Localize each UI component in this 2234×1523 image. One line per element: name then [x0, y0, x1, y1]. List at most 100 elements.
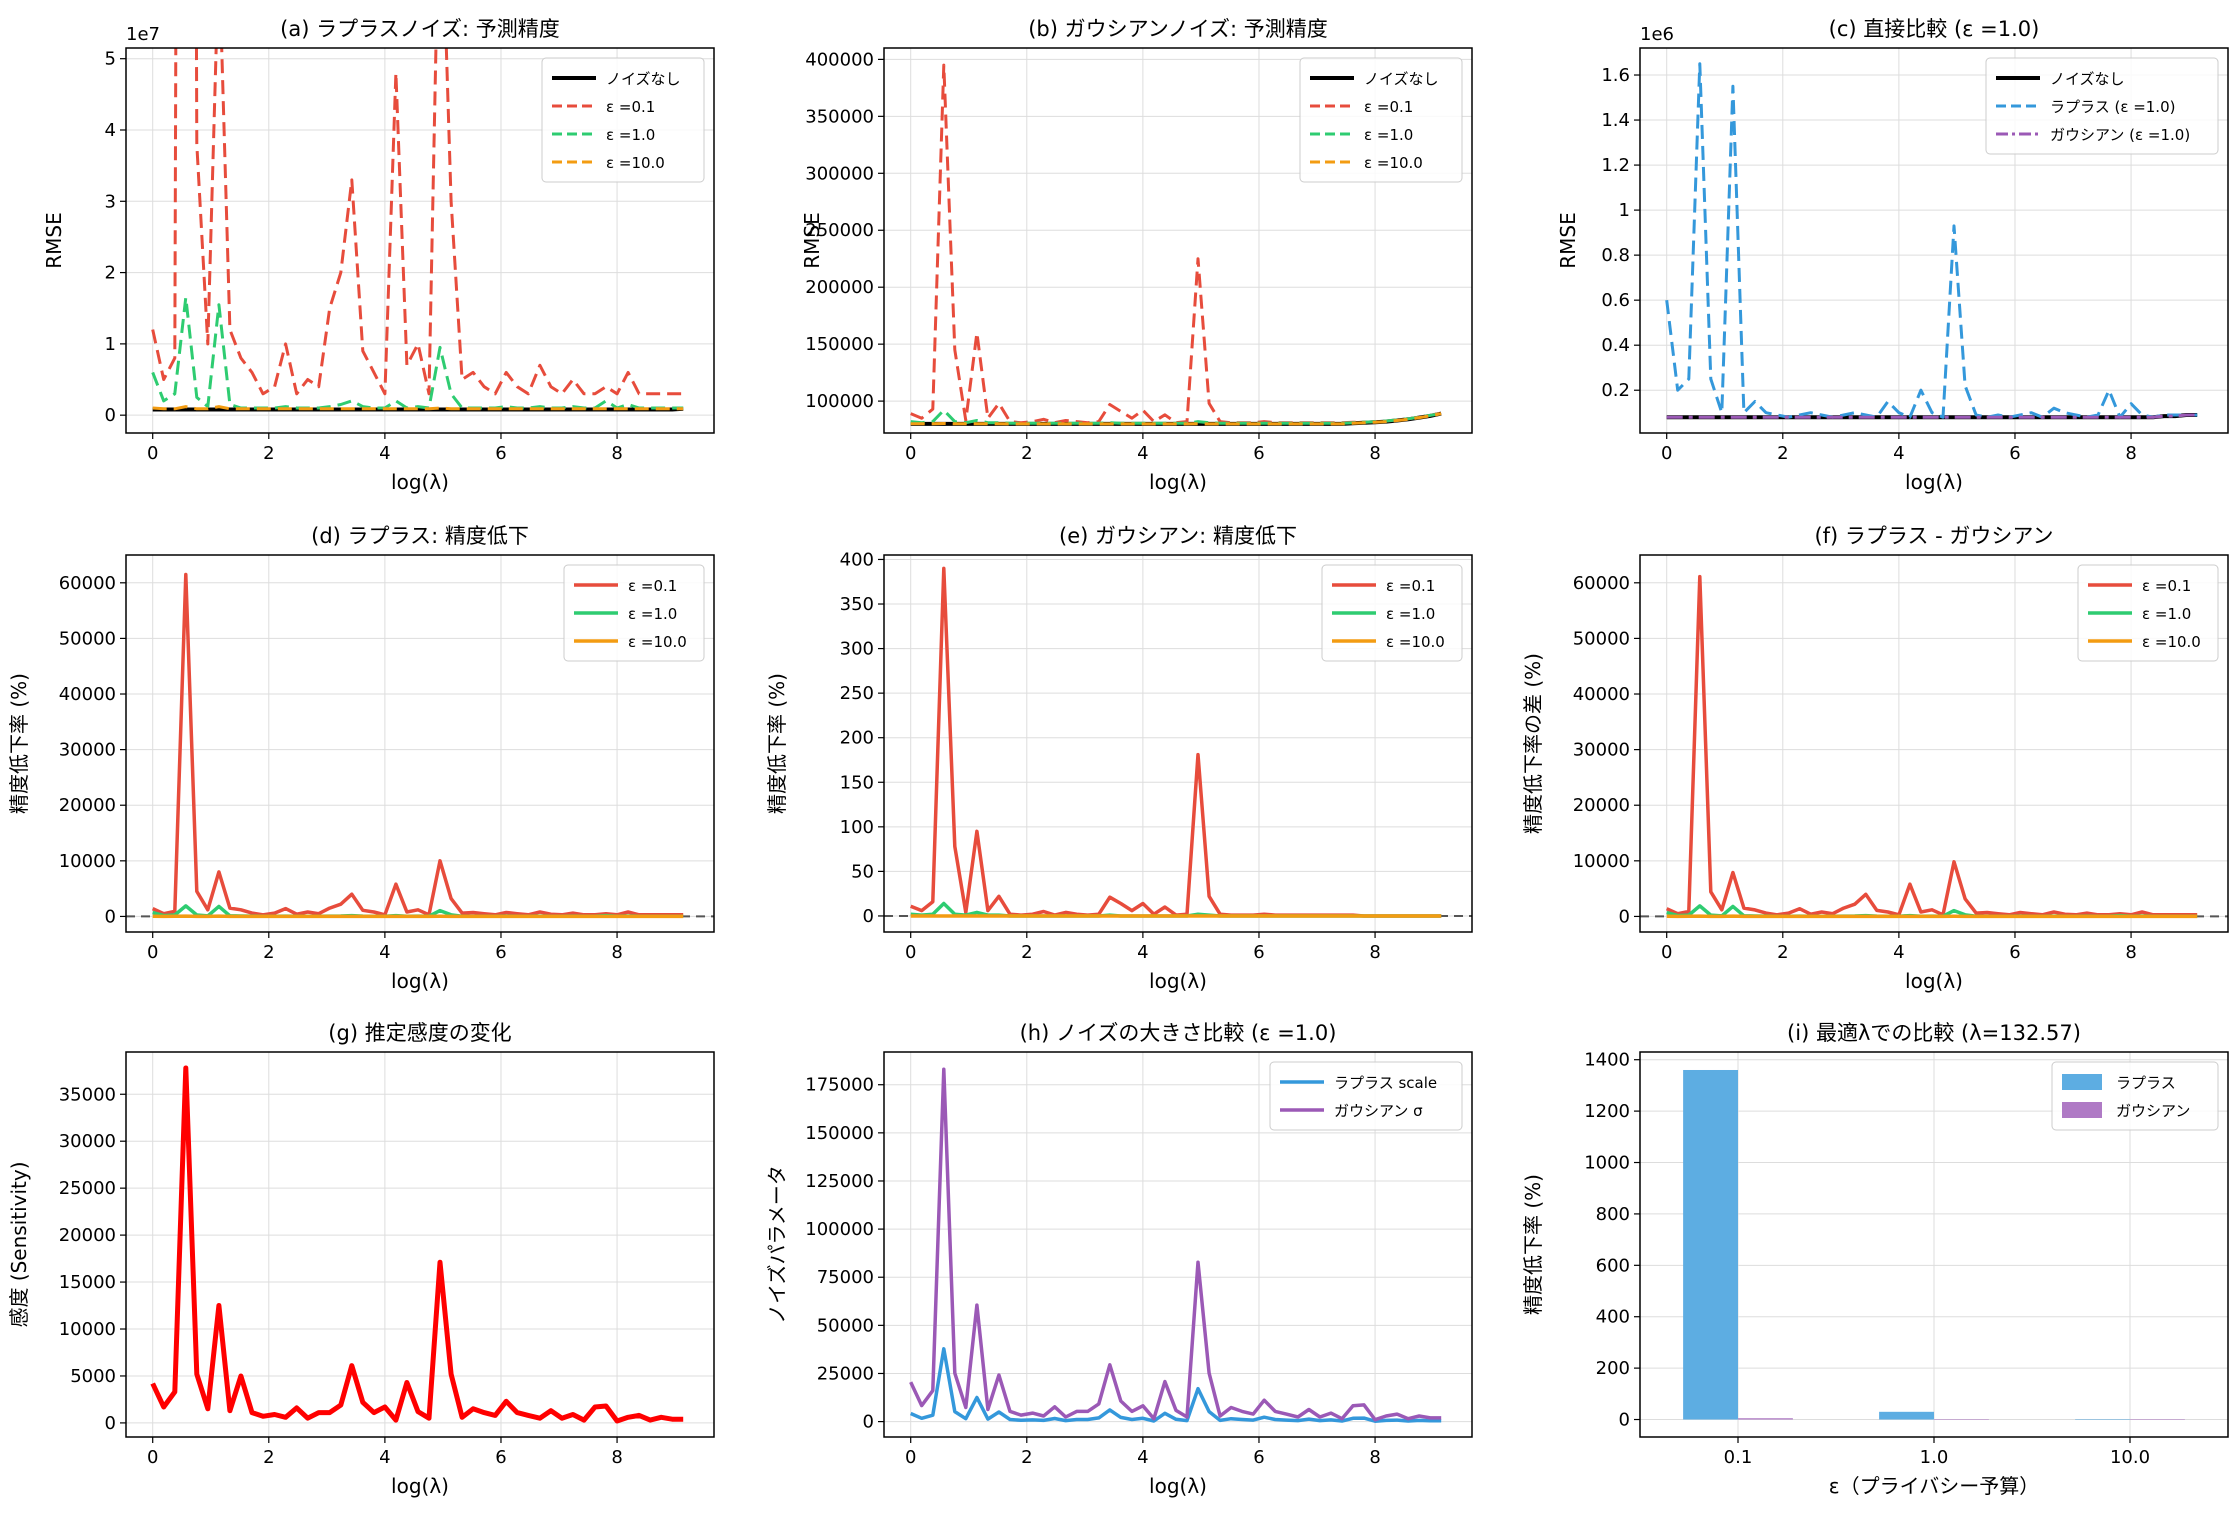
- x-tick-label: 2: [263, 1447, 274, 1468]
- y-tick-label: 200000: [805, 277, 874, 298]
- legend-label: ノイズなし: [606, 70, 681, 88]
- y-tick-label: 15000: [59, 1272, 116, 1293]
- legend-label: ε =0.1: [1364, 98, 1413, 116]
- axes-frame: [126, 1052, 714, 1437]
- y-tick-label: 10000: [59, 1319, 116, 1340]
- y-tick-label: 0.6: [1601, 290, 1630, 311]
- x-tick-label: 2: [1021, 942, 1032, 963]
- y-tick-label: 400: [840, 549, 874, 570]
- y-tick-label: 400: [1596, 1307, 1630, 1328]
- x-axis-label: log(λ): [1149, 969, 1207, 993]
- x-tick-label: 0: [905, 942, 916, 963]
- y-tick-label: 40000: [1573, 684, 1630, 705]
- x-tick-label: 6: [2009, 942, 2020, 963]
- legend: ε =0.1ε =1.0ε =10.0: [564, 565, 704, 661]
- y-axis-label: 精度低下率 (%): [765, 673, 789, 814]
- legend-swatch: [2062, 1102, 2102, 1118]
- x-axis-label: log(λ): [391, 1474, 449, 1498]
- y-tick-label: 5: [105, 49, 116, 70]
- x-tick-label: 0.1: [1724, 1447, 1753, 1468]
- bar-gaussian-1: [1934, 1419, 1989, 1420]
- y-tick-label: 125000: [805, 1171, 874, 1192]
- x-tick-label: 2: [1777, 443, 1788, 464]
- x-tick-label: 0: [147, 443, 158, 464]
- y-tick-label: 1: [1619, 200, 1630, 221]
- y-tick-label: 1000: [1584, 1153, 1630, 1174]
- axis-offset-label: 1e6: [1640, 24, 1674, 45]
- y-tick-label: 20000: [59, 1225, 116, 1246]
- y-tick-label: 100: [840, 817, 874, 838]
- y-tick-label: 1.2: [1601, 155, 1630, 176]
- y-tick-label: 150: [840, 772, 874, 793]
- chart-title: (g) 推定感度の変化: [328, 1021, 511, 1045]
- legend-label: ガウシアン σ: [1334, 1102, 1423, 1120]
- plot-area: [153, 1068, 684, 1421]
- x-tick-label: 6: [495, 1447, 506, 1468]
- y-tick-label: 50000: [1573, 628, 1630, 649]
- x-tick-label: 8: [1369, 1447, 1380, 1468]
- x-tick-label: 6: [495, 942, 506, 963]
- x-tick-label: 8: [611, 942, 622, 963]
- chart-title: (f) ラプラス - ガウシアン: [1814, 524, 2053, 548]
- legend-label: ε =10.0: [1386, 633, 1445, 651]
- legend: ε =0.1ε =1.0ε =10.0: [1322, 565, 1462, 661]
- y-axis-label: 感度 (Sensitivity): [7, 1161, 31, 1327]
- y-tick-label: 200: [840, 728, 874, 749]
- y-tick-label: 30000: [59, 1131, 116, 1152]
- chart-title: (h) ノイズの大きさ比較 (ε =1.0): [1020, 1021, 1337, 1045]
- legend-label: ε =10.0: [628, 633, 687, 651]
- y-tick-label: 4: [105, 120, 116, 141]
- x-tick-label: 2: [263, 942, 274, 963]
- y-tick-label: 20000: [1573, 795, 1630, 816]
- x-tick-label: 8: [1369, 443, 1380, 464]
- x-axis-label: log(λ): [391, 470, 449, 494]
- y-tick-label: 150000: [805, 1123, 874, 1144]
- legend-label: ノイズなし: [1364, 70, 1439, 88]
- x-tick-label: 4: [379, 443, 390, 464]
- y-axis-label: 精度低下率 (%): [7, 673, 31, 814]
- x-tick-label: 8: [611, 443, 622, 464]
- y-axis-label: RMSE: [42, 212, 66, 268]
- legend-label: ε =10.0: [1364, 154, 1423, 172]
- legend-label: ε =0.1: [606, 98, 655, 116]
- x-tick-label: 10.0: [2110, 1447, 2150, 1468]
- y-tick-label: 50: [851, 861, 874, 882]
- x-tick-label: 8: [2125, 443, 2136, 464]
- y-tick-label: 0.4: [1601, 335, 1630, 356]
- y-tick-label: 100000: [805, 391, 874, 412]
- y-tick-label: 0: [863, 906, 874, 927]
- y-tick-label: 2: [105, 263, 116, 284]
- x-axis-label: log(λ): [1905, 470, 1963, 494]
- y-tick-label: 0: [1619, 906, 1630, 927]
- y-tick-label: 400000: [805, 49, 874, 70]
- y-tick-label: 3: [105, 191, 116, 212]
- y-tick-label: 1.4: [1601, 110, 1630, 131]
- chart-title: (i) 最適λでの比較 (λ=132.57): [1787, 1021, 2081, 1045]
- y-tick-label: 30000: [59, 740, 116, 761]
- x-tick-label: 8: [2125, 942, 2136, 963]
- y-axis-label: RMSE: [800, 212, 824, 268]
- x-tick-label: 8: [1369, 942, 1380, 963]
- y-tick-label: 250: [840, 683, 874, 704]
- x-tick-label: 4: [1137, 942, 1148, 963]
- x-tick-label: 0: [905, 1447, 916, 1468]
- x-tick-label: 0: [905, 443, 916, 464]
- y-tick-label: 0: [105, 1413, 116, 1434]
- y-tick-label: 350000: [805, 106, 874, 127]
- x-tick-label: 6: [495, 443, 506, 464]
- y-axis-label: ノイズパラメータ: [765, 1165, 789, 1324]
- y-tick-label: 0.2: [1601, 380, 1630, 401]
- y-tick-label: 0: [105, 405, 116, 426]
- x-tick-label: 4: [1893, 942, 1904, 963]
- chart-title: (a) ラプラスノイズ: 予測精度: [280, 17, 560, 41]
- y-tick-label: 75000: [817, 1267, 874, 1288]
- series-line-0: [153, 1068, 684, 1421]
